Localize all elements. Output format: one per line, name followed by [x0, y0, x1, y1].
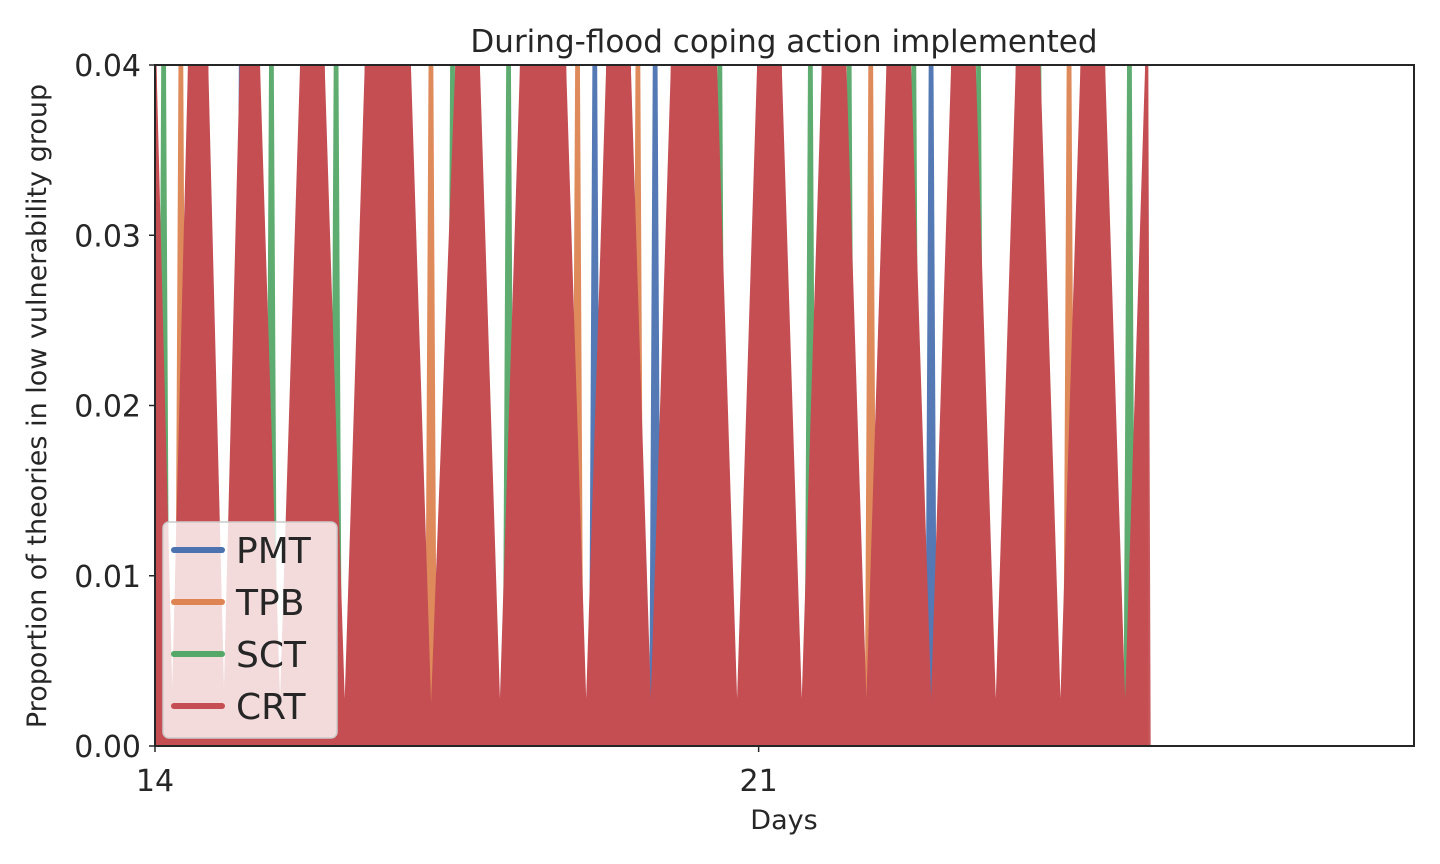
- x-tick-label: 21: [740, 764, 778, 799]
- y-axis-label: Proportion of theories in low vulnerabil…: [22, 84, 53, 728]
- legend-label-crt: CRT: [236, 687, 307, 728]
- y-tick-label: 0.00: [74, 730, 141, 765]
- legend-label-tpb: TPB: [235, 583, 304, 624]
- chart-title: During-flood coping action implemented: [470, 24, 1097, 60]
- y-axis: 0.00 0.01 0.02 0.03 0.04: [74, 49, 155, 765]
- y-tick-label: 0.01: [74, 560, 141, 595]
- x-tick-label: 14: [136, 764, 174, 799]
- series-crt-area: [155, 65, 1149, 746]
- legend-box: [162, 521, 338, 739]
- legend-label-sct: SCT: [236, 635, 307, 676]
- series-crt: [155, 65, 1151, 746]
- legend: PMT TPB SCT CRT: [162, 521, 338, 739]
- legend-label-pmt: PMT: [236, 531, 312, 572]
- x-axis-label: Days: [750, 805, 817, 836]
- plot-area: [155, 65, 1151, 746]
- x-axis: 14 21: [136, 746, 778, 799]
- y-tick-label: 0.03: [74, 219, 141, 254]
- y-tick-label: 0.02: [74, 390, 141, 425]
- y-tick-label: 0.04: [74, 49, 141, 84]
- point-pmt-5: [925, 65, 938, 746]
- point-tpb-4: [424, 65, 437, 746]
